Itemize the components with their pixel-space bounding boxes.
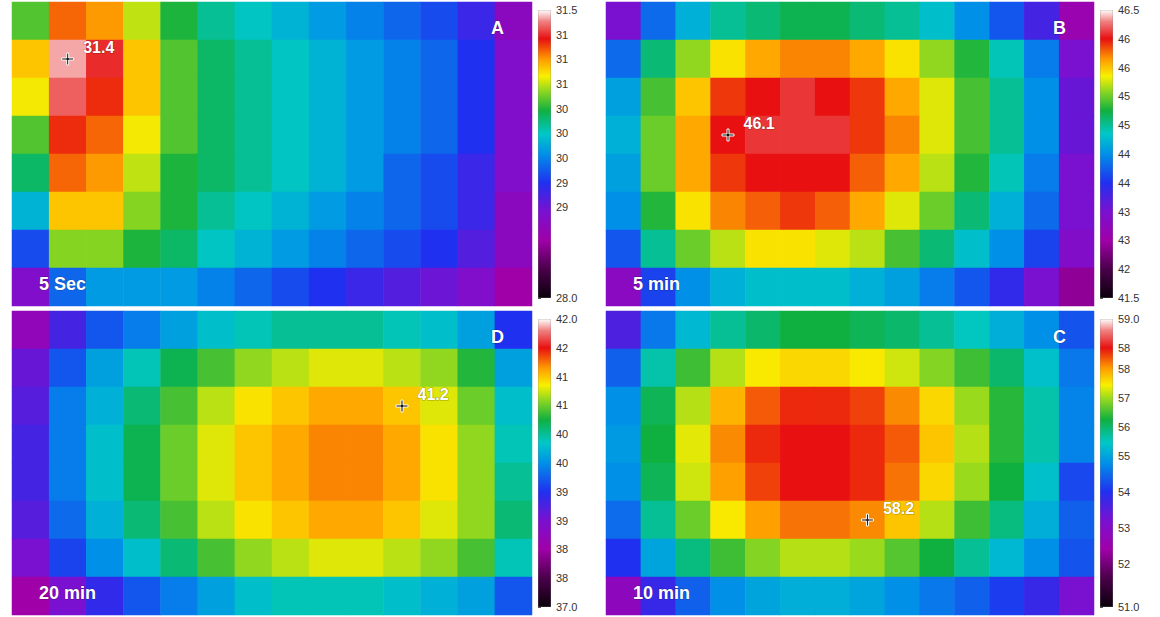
svg-text:44: 44 xyxy=(1118,177,1130,189)
svg-text:39: 39 xyxy=(556,515,568,527)
svg-text:31: 31 xyxy=(556,29,568,41)
svg-text:30: 30 xyxy=(556,152,568,164)
svg-text:41: 41 xyxy=(556,399,568,411)
svg-text:28.0: 28.0 xyxy=(556,292,577,304)
svg-text:31.5: 31.5 xyxy=(556,4,577,16)
svg-text:29: 29 xyxy=(556,177,568,189)
svg-text:B: B xyxy=(1053,18,1066,38)
svg-text:5 min: 5 min xyxy=(633,274,680,294)
svg-text:38: 38 xyxy=(556,572,568,584)
svg-text:42.0: 42.0 xyxy=(556,313,577,325)
svg-text:58: 58 xyxy=(1118,363,1130,375)
svg-text:41: 41 xyxy=(556,371,568,383)
svg-text:5 Sec: 5 Sec xyxy=(39,274,86,294)
svg-text:39: 39 xyxy=(556,486,568,498)
svg-text:46.1: 46.1 xyxy=(744,115,775,132)
svg-text:10 min: 10 min xyxy=(633,583,690,603)
svg-text:46.5: 46.5 xyxy=(1118,4,1139,16)
svg-text:37.0: 37.0 xyxy=(556,601,577,613)
svg-text:58: 58 xyxy=(1118,342,1130,354)
svg-text:40: 40 xyxy=(556,457,568,469)
svg-text:43: 43 xyxy=(1118,206,1130,218)
svg-text:40: 40 xyxy=(556,428,568,440)
svg-text:30: 30 xyxy=(556,127,568,139)
svg-text:31: 31 xyxy=(556,53,568,65)
svg-text:20 min: 20 min xyxy=(39,583,96,603)
svg-text:42: 42 xyxy=(556,342,568,354)
svg-text:45: 45 xyxy=(1118,119,1130,131)
svg-text:46: 46 xyxy=(1118,62,1130,74)
svg-text:38: 38 xyxy=(556,543,568,555)
svg-text:29: 29 xyxy=(556,201,568,213)
svg-text:56: 56 xyxy=(1118,421,1130,433)
svg-text:41.5: 41.5 xyxy=(1118,292,1139,304)
svg-text:31.4: 31.4 xyxy=(83,39,114,56)
svg-text:D: D xyxy=(491,327,504,347)
svg-text:53: 53 xyxy=(1118,522,1130,534)
svg-text:45: 45 xyxy=(1118,90,1130,102)
svg-text:54: 54 xyxy=(1118,486,1130,498)
svg-text:58.2: 58.2 xyxy=(883,500,914,517)
svg-text:43: 43 xyxy=(1118,234,1130,246)
svg-text:44: 44 xyxy=(1118,148,1130,160)
svg-text:31: 31 xyxy=(556,78,568,90)
svg-text:C: C xyxy=(1053,327,1066,347)
svg-text:41.2: 41.2 xyxy=(418,386,449,403)
svg-text:51.0: 51.0 xyxy=(1118,601,1139,613)
svg-text:46: 46 xyxy=(1118,33,1130,45)
svg-text:57: 57 xyxy=(1118,392,1130,404)
svg-text:55: 55 xyxy=(1118,450,1130,462)
svg-text:42: 42 xyxy=(1118,263,1130,275)
svg-text:30: 30 xyxy=(556,103,568,115)
svg-text:A: A xyxy=(491,18,504,38)
svg-text:59.0: 59.0 xyxy=(1118,313,1139,325)
svg-text:52: 52 xyxy=(1118,558,1130,570)
